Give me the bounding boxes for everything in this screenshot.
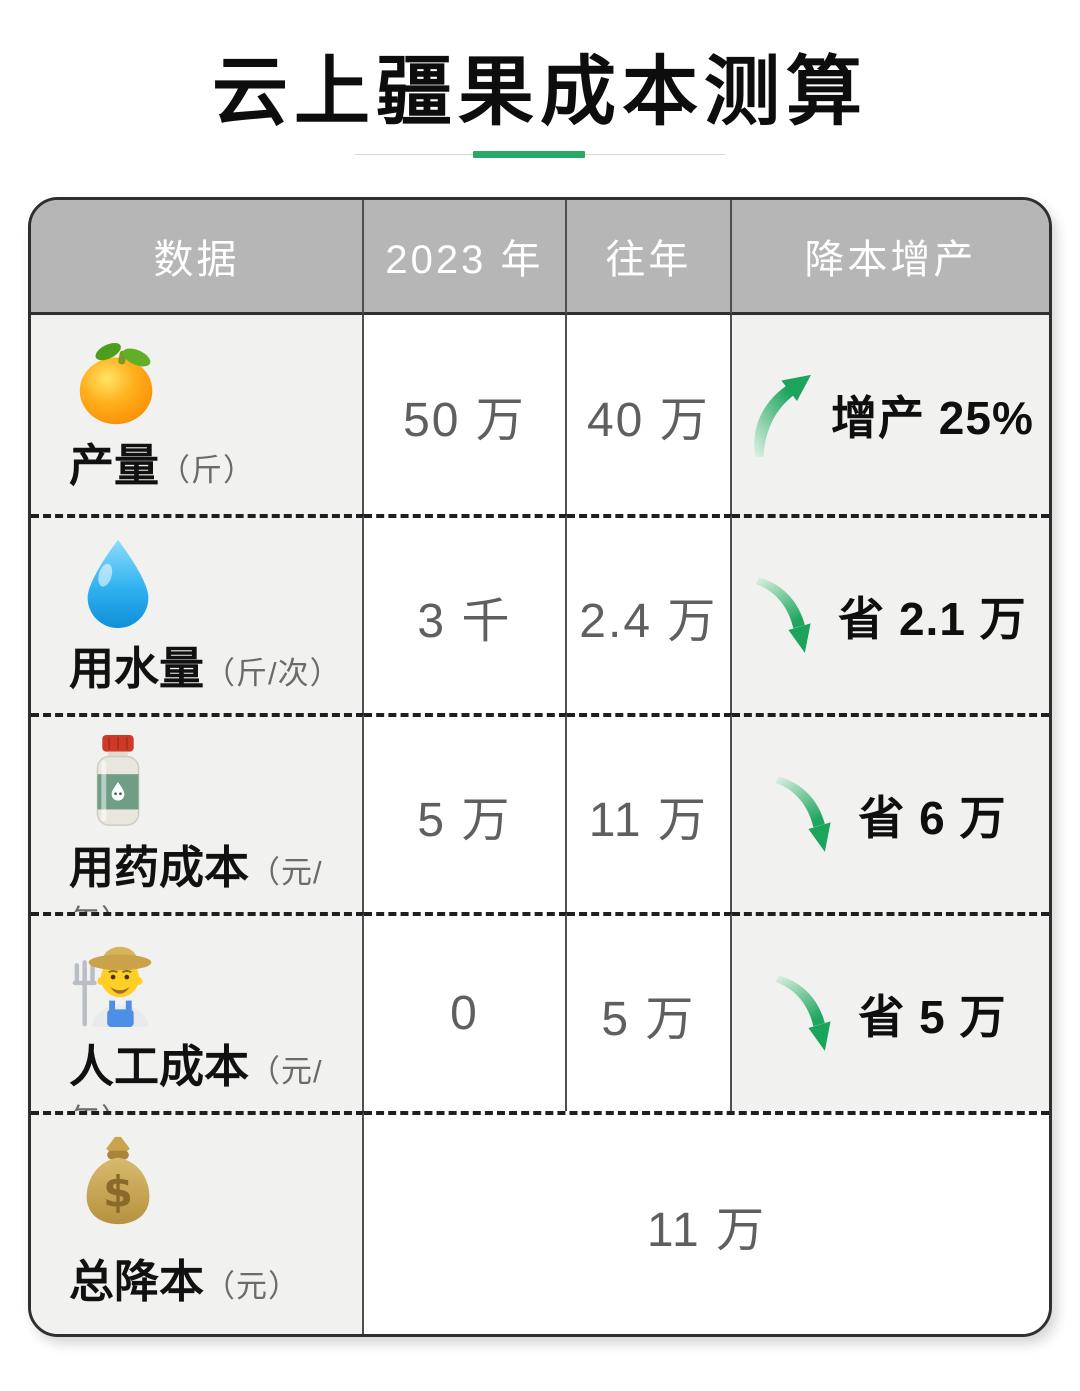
value-cell-2023: 3 千	[364, 514, 567, 713]
change-cell: 省 5 万	[731, 912, 1049, 1111]
down-arrow-icon	[774, 962, 856, 1066]
up-arrow-icon	[747, 363, 829, 467]
column-header-data: 数据	[31, 200, 365, 315]
tangerine-icon	[69, 331, 167, 429]
change-cell: 增产 25%	[731, 315, 1049, 514]
title-divider	[355, 151, 725, 158]
title-divider-accent	[473, 151, 585, 158]
down-arrow-icon	[754, 564, 836, 668]
column-header-2023: 2023 年	[364, 200, 567, 315]
value-cell-past: 11 万	[566, 713, 732, 912]
row-label: 用水量（斤/次）	[69, 643, 342, 694]
svg-text:$: $	[103, 1167, 133, 1217]
money-bag-icon: $	[69, 1131, 167, 1229]
change-text: 增产 25%	[831, 391, 1034, 444]
value-cell-past: 5 万	[566, 912, 732, 1111]
page-title: 云上疆果成本测算	[212, 50, 868, 135]
value-cell-2023: 50 万	[364, 315, 567, 514]
change-text: 省 2.1 万	[838, 592, 1027, 645]
label-cell: 用水量（斤/次）	[31, 514, 365, 713]
value-cell-2023: 0	[364, 912, 567, 1111]
row-label: 总降本（元）	[69, 1256, 301, 1307]
label-cell: 人工成本（元/年）	[31, 912, 365, 1138]
change-text: 省 5 万	[858, 990, 1007, 1043]
water-drop-icon	[69, 534, 167, 632]
row-label: 产量（斤）	[69, 440, 256, 491]
value-cell-past: 2.4 万	[566, 514, 732, 713]
total-label-cell: $ 总降本（元）	[31, 1111, 365, 1334]
value-cell-2023: 5 万	[364, 713, 567, 912]
down-arrow-icon	[774, 763, 856, 867]
column-header-past-years: 往年	[566, 200, 732, 315]
cost-table: 数据 2023 年 往年 降本增产 产量（斤） 50 万 40 万	[28, 197, 1052, 1337]
change-cell: 省 2.1 万	[731, 514, 1049, 713]
value-cell-past: 40 万	[566, 315, 732, 514]
change-cell: 省 6 万	[731, 713, 1049, 912]
column-header-change: 降本增产	[731, 200, 1049, 315]
pesticide-bottle-icon	[69, 733, 167, 831]
row-label: 人工成本（元/年）	[69, 1041, 323, 1138]
label-cell: 用药成本（元/年）	[31, 713, 365, 939]
farmer-icon	[69, 932, 167, 1030]
total-value-cell: 11 万	[364, 1111, 1049, 1334]
change-text: 省 6 万	[858, 791, 1007, 844]
label-cell: 产量（斤）	[31, 315, 365, 514]
